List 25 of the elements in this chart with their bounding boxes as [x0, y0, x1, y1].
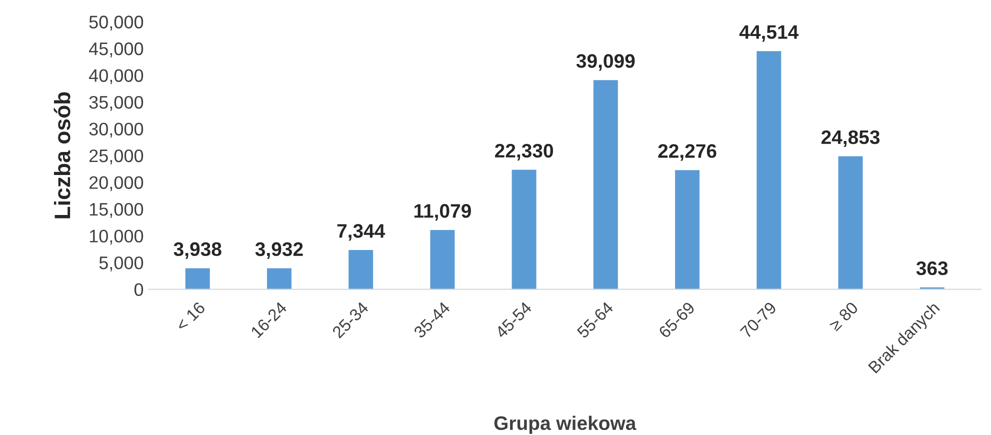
x-tick-label: < 16: [175, 301, 206, 332]
y-tick-label: 40,000: [88, 69, 144, 84]
data-label: 363: [916, 261, 948, 276]
data-label: 44,514: [739, 25, 799, 42]
data-label: 11,079: [414, 204, 471, 221]
x-axis-title: Grupa wiekowa: [494, 416, 636, 434]
data-label: 3,938: [174, 242, 222, 259]
data-label: 22,276: [658, 144, 716, 161]
y-axis-title: Liczba osób: [54, 92, 70, 218]
y-tick-label: 25,000: [89, 149, 144, 164]
x-tick-label: ≥ 80: [828, 301, 859, 332]
y-tick-label: 0: [134, 283, 144, 296]
y-tick-label: 5,000: [99, 256, 144, 272]
y-tick-label: 15,000: [90, 202, 144, 218]
y-tick-label: 10,000: [90, 230, 144, 245]
data-label: 24,853: [821, 130, 880, 147]
y-tick-label: 30,000: [89, 122, 144, 138]
y-tick-label: 35,000: [89, 96, 144, 111]
data-label: 7,344: [337, 224, 386, 241]
data-label: 3,932: [255, 242, 303, 259]
data-label: 39,099: [576, 54, 635, 71]
y-tick-label: 45,000: [88, 42, 144, 58]
y-tick-label: 50,000: [89, 16, 144, 31]
data-label: 22,330: [495, 144, 554, 160]
y-tick-label: 20,000: [89, 176, 144, 192]
